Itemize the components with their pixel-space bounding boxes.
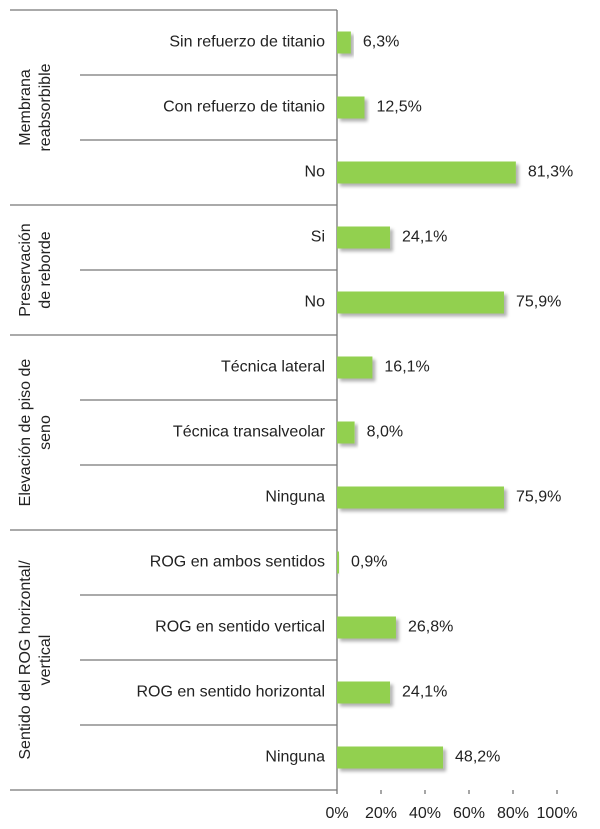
bar bbox=[337, 161, 516, 184]
category-label: Técnica transalveolar bbox=[173, 424, 326, 441]
group-label: Sentido del ROG horizontal/vertical bbox=[17, 560, 54, 760]
bar bbox=[337, 746, 444, 769]
group-label: Membrana reabsorbible bbox=[17, 63, 54, 151]
x-tick-label: 80% bbox=[497, 805, 529, 822]
category-label: Técnica lateral bbox=[221, 359, 325, 376]
category-label: ROG en sentido vertical bbox=[155, 619, 325, 636]
bar bbox=[337, 96, 365, 119]
group-label-line: Preservación bbox=[17, 223, 34, 316]
group-label-line: Membrana bbox=[17, 69, 34, 146]
value-label: 24,1% bbox=[402, 229, 447, 246]
bar bbox=[337, 551, 339, 574]
bar bbox=[337, 421, 355, 444]
bar bbox=[337, 291, 504, 314]
x-tick-label: 20% bbox=[365, 805, 397, 822]
bar bbox=[337, 226, 391, 249]
value-label: 75,9% bbox=[516, 294, 561, 311]
group-label-line: Elevación de piso de bbox=[17, 359, 34, 507]
x-tick-label: 60% bbox=[453, 805, 485, 822]
value-label: 26,8% bbox=[408, 619, 453, 636]
category-label: Sin refuerzo de titanio bbox=[169, 34, 325, 51]
bar bbox=[337, 31, 351, 54]
category-label: No bbox=[305, 294, 326, 311]
bar bbox=[337, 356, 373, 379]
value-label: 0,9% bbox=[351, 554, 387, 571]
bar bbox=[337, 681, 391, 704]
group-label-line: vertical bbox=[37, 635, 54, 686]
bar bbox=[337, 486, 504, 509]
value-label: 48,2% bbox=[455, 749, 500, 766]
category-label: Con refuerzo de titanio bbox=[163, 99, 325, 116]
x-tick-label: 40% bbox=[409, 805, 441, 822]
value-label: 16,1% bbox=[384, 359, 429, 376]
x-tick-label: 0% bbox=[325, 805, 348, 822]
group-label-line: Sentido del ROG horizontal/ bbox=[17, 560, 34, 760]
group-label: Preservación de reborde bbox=[17, 223, 54, 316]
category-label: Si bbox=[311, 229, 325, 246]
category-label: Ninguna bbox=[265, 749, 325, 766]
category-label: ROG en sentido horizontal bbox=[136, 684, 325, 701]
group-label: Elevación de piso de seno bbox=[17, 359, 54, 507]
bar bbox=[337, 616, 396, 639]
value-label: 75,9% bbox=[516, 489, 561, 506]
group-label-line: de reborde bbox=[37, 231, 54, 308]
value-label: 12,5% bbox=[377, 99, 422, 116]
value-label: 6,3% bbox=[363, 34, 399, 51]
category-label: ROG en ambos sentidos bbox=[150, 554, 325, 571]
category-label: Ninguna bbox=[265, 489, 325, 506]
value-label: 24,1% bbox=[402, 684, 447, 701]
value-label: 81,3% bbox=[528, 164, 573, 181]
group-label-line: seno bbox=[37, 415, 54, 450]
group-label-line: reabsorbible bbox=[37, 63, 54, 151]
category-label: No bbox=[305, 164, 326, 181]
value-label: 8,0% bbox=[367, 424, 403, 441]
x-tick-label: 100% bbox=[537, 805, 578, 822]
